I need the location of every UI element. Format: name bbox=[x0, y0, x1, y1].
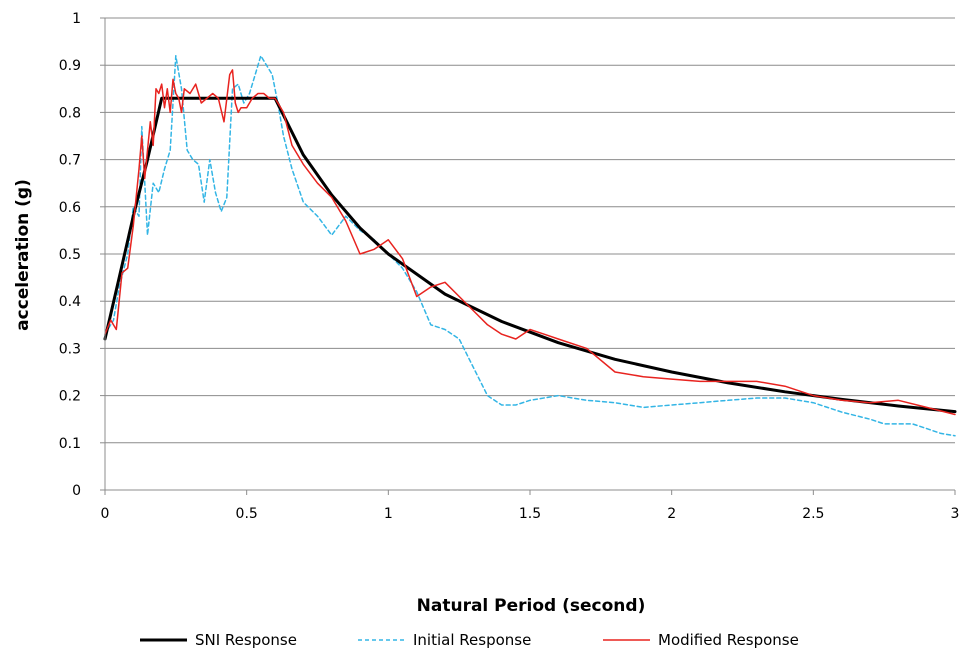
y-tick-label-7: 0.7 bbox=[59, 153, 81, 169]
y-tick-label-4: 0.4 bbox=[59, 294, 81, 310]
y-tick-label-3: 0.3 bbox=[59, 341, 81, 357]
y-tick-label-5: 0.5 bbox=[59, 247, 81, 263]
y-tick-label-6: 0.6 bbox=[59, 200, 81, 216]
y-tick-label-0: 0 bbox=[72, 483, 81, 499]
x-tick-label-5: 2.5 bbox=[802, 506, 824, 522]
series-layer bbox=[103, 55, 957, 437]
series-line-sni-response bbox=[103, 96, 957, 414]
x-tick-label-3: 1.5 bbox=[519, 506, 541, 522]
x-tick-label-0: 0 bbox=[101, 506, 110, 522]
y-tick-label-10: 1 bbox=[72, 11, 81, 27]
series-line-initial-response bbox=[104, 55, 956, 437]
series-line-modified-response bbox=[104, 69, 956, 416]
x-tick-label-6: 3 bbox=[951, 506, 960, 522]
axes bbox=[100, 17, 956, 495]
gridlines bbox=[105, 17, 955, 444]
legend-label-2: Modified Response bbox=[658, 631, 799, 649]
x-tick-label-1: 0.5 bbox=[236, 506, 258, 522]
legend: SNI Response Initial Response Modified Res… bbox=[140, 631, 799, 649]
legend-label-1: Initial Response bbox=[413, 631, 531, 649]
tick-labels: 0 0.1 0.2 0.3 0.4 0.5 0.6 0.7 0.8 0.9 1 0 0.5 1 1.5 2 2.… bbox=[59, 11, 960, 522]
x-tick-label-2: 1 bbox=[384, 506, 393, 522]
x-tick-label-4: 2 bbox=[667, 506, 676, 522]
y-tick-label-2: 0.2 bbox=[59, 389, 81, 405]
legend-label-0: SNI Response bbox=[195, 631, 297, 649]
y-tick-label-9: 0.9 bbox=[59, 58, 81, 74]
y-tick-label-1: 0.1 bbox=[59, 436, 81, 452]
y-axis-title: acceleration (g) bbox=[13, 179, 33, 331]
x-axis-title: Natural Period (second) bbox=[417, 596, 646, 616]
y-tick-label-8: 0.8 bbox=[59, 105, 81, 121]
